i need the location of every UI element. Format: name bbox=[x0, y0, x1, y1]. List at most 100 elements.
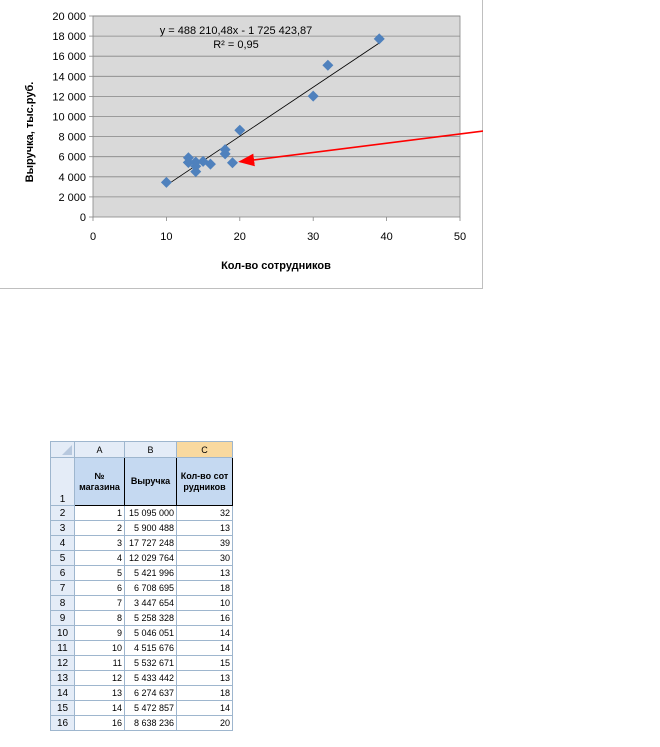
cell-employees[interactable]: 30 bbox=[176, 550, 233, 566]
cell-revenue[interactable]: 6 274 637 bbox=[124, 685, 177, 701]
row-header[interactable]: 16 bbox=[50, 715, 75, 731]
row-header[interactable]: 6 bbox=[50, 565, 75, 581]
row-header[interactable]: 5 bbox=[50, 550, 75, 566]
row-header[interactable]: 1 bbox=[50, 457, 75, 506]
x-tick-label: 50 bbox=[454, 231, 466, 243]
y-tick-label: 4 000 bbox=[58, 172, 86, 184]
cell-employees[interactable]: 14 bbox=[176, 700, 233, 716]
data-point bbox=[373, 33, 385, 45]
cell-revenue[interactable]: 5 421 996 bbox=[124, 565, 177, 581]
row-header[interactable]: 9 bbox=[50, 610, 75, 626]
y-tick-label: 0 bbox=[80, 212, 86, 224]
x-tick-label: 40 bbox=[380, 231, 392, 243]
cell-employees[interactable]: 20 bbox=[176, 715, 233, 731]
cell-revenue[interactable]: 8 638 236 bbox=[124, 715, 177, 731]
cell-employees[interactable]: 15 bbox=[176, 655, 233, 671]
cell-revenue[interactable]: 5 046 051 bbox=[124, 625, 177, 641]
cell-employees[interactable]: 14 bbox=[176, 625, 233, 641]
cell-revenue[interactable]: 3 447 654 bbox=[124, 595, 177, 611]
row-header[interactable]: 4 bbox=[50, 535, 75, 551]
cell-employees[interactable]: 18 bbox=[176, 685, 233, 701]
cell-store-number[interactable]: 1 bbox=[74, 505, 125, 521]
x-axis-title: Кол-во сотрудников bbox=[221, 260, 331, 272]
x-tick-label: 30 bbox=[307, 231, 319, 243]
row-header[interactable]: 15 bbox=[50, 700, 75, 716]
y-tick-label: 16 000 bbox=[52, 51, 86, 63]
x-tick-label: 20 bbox=[234, 231, 246, 243]
y-axis-title: Выручка, тыс.руб. bbox=[24, 82, 36, 183]
cell-revenue[interactable]: 6 708 695 bbox=[124, 580, 177, 596]
cell-revenue[interactable]: 5 532 671 bbox=[124, 655, 177, 671]
select-all-corner[interactable] bbox=[50, 441, 75, 458]
cell-store-number[interactable]: 6 bbox=[74, 580, 125, 596]
cell-store-number[interactable]: 3 bbox=[74, 535, 125, 551]
cell-employees[interactable]: 32 bbox=[176, 505, 233, 521]
cell-store-number[interactable]: 2 bbox=[74, 520, 125, 536]
table-row: 4 3 17 727 248 39 bbox=[50, 535, 233, 551]
cell-employees[interactable]: 13 bbox=[176, 565, 233, 581]
y-tick-label: 10 000 bbox=[52, 112, 86, 124]
row-header[interactable]: 14 bbox=[50, 685, 75, 701]
cell-employees[interactable]: 13 bbox=[176, 520, 233, 536]
column-header-c[interactable]: C bbox=[176, 441, 233, 458]
annotation-arrow bbox=[238, 130, 483, 167]
cell-store-number[interactable]: 4 bbox=[74, 550, 125, 566]
cell-store-number[interactable]: 9 bbox=[74, 625, 125, 641]
data-point bbox=[190, 166, 202, 178]
cell-revenue[interactable]: 5 433 442 bbox=[124, 670, 177, 686]
cell-store-number[interactable]: 11 bbox=[74, 655, 125, 671]
cell-revenue[interactable]: 12 029 764 bbox=[124, 550, 177, 566]
row-header[interactable]: 11 bbox=[50, 640, 75, 656]
table-row: 10 9 5 046 051 14 bbox=[50, 625, 233, 641]
cell-store-number[interactable]: 7 bbox=[74, 595, 125, 611]
header-cell-employees[interactable]: Кол-во сотрудников bbox=[176, 457, 233, 506]
cell-store-number[interactable]: 5 bbox=[74, 565, 125, 581]
cell-revenue[interactable]: 5 258 328 bbox=[124, 610, 177, 626]
table-row: 14 13 6 274 637 18 bbox=[50, 685, 233, 701]
cell-employees[interactable]: 16 bbox=[176, 610, 233, 626]
cell-store-number[interactable]: 10 bbox=[74, 640, 125, 656]
table-row: 16 16 8 638 236 20 bbox=[50, 715, 233, 731]
y-tick-label: 12 000 bbox=[52, 91, 86, 103]
row-header[interactable]: 7 bbox=[50, 580, 75, 596]
cell-employees[interactable]: 10 bbox=[176, 595, 233, 611]
cell-store-number[interactable]: 8 bbox=[74, 610, 125, 626]
row-header[interactable]: 2 bbox=[50, 505, 75, 521]
cell-store-number[interactable]: 16 bbox=[74, 715, 125, 731]
row-header[interactable]: 3 bbox=[50, 520, 75, 536]
row-header[interactable]: 12 bbox=[50, 655, 75, 671]
cell-store-number[interactable]: 13 bbox=[74, 685, 125, 701]
y-tick-label: 20 000 bbox=[52, 11, 86, 23]
cell-store-number[interactable]: 14 bbox=[74, 700, 125, 716]
row-header[interactable]: 13 bbox=[50, 670, 75, 686]
header-cell-store-number[interactable]: № магазина bbox=[74, 457, 125, 506]
cell-employees[interactable]: 39 bbox=[176, 535, 233, 551]
cell-revenue[interactable]: 5 472 857 bbox=[124, 700, 177, 716]
cell-store-number[interactable]: 12 bbox=[74, 670, 125, 686]
header-cell-revenue[interactable]: Выручка bbox=[124, 457, 177, 506]
cell-revenue[interactable]: 5 900 488 bbox=[124, 520, 177, 536]
column-header-b[interactable]: B bbox=[124, 441, 177, 458]
y-tick-label: 6 000 bbox=[58, 152, 86, 164]
data-point bbox=[234, 124, 246, 136]
table-row: 11 10 4 515 676 14 bbox=[50, 640, 233, 656]
column-header-a[interactable]: A bbox=[74, 441, 125, 458]
cell-employees[interactable]: 18 bbox=[176, 580, 233, 596]
data-point bbox=[182, 156, 194, 168]
data-point bbox=[307, 90, 319, 102]
cell-revenue[interactable]: 15 095 000 bbox=[124, 505, 177, 521]
cell-revenue[interactable]: 4 515 676 bbox=[124, 640, 177, 656]
y-tick-label: 18 000 bbox=[52, 31, 86, 43]
row-header[interactable]: 10 bbox=[50, 625, 75, 641]
row-header[interactable]: 8 bbox=[50, 595, 75, 611]
data-point bbox=[190, 156, 202, 168]
y-tick-label: 8 000 bbox=[58, 132, 86, 144]
cell-revenue[interactable]: 17 727 248 bbox=[124, 535, 177, 551]
data-point bbox=[322, 59, 334, 71]
table-row: 2 1 15 095 000 32 bbox=[50, 505, 233, 521]
cell-employees[interactable]: 14 bbox=[176, 640, 233, 656]
cell-employees[interactable]: 13 bbox=[176, 670, 233, 686]
